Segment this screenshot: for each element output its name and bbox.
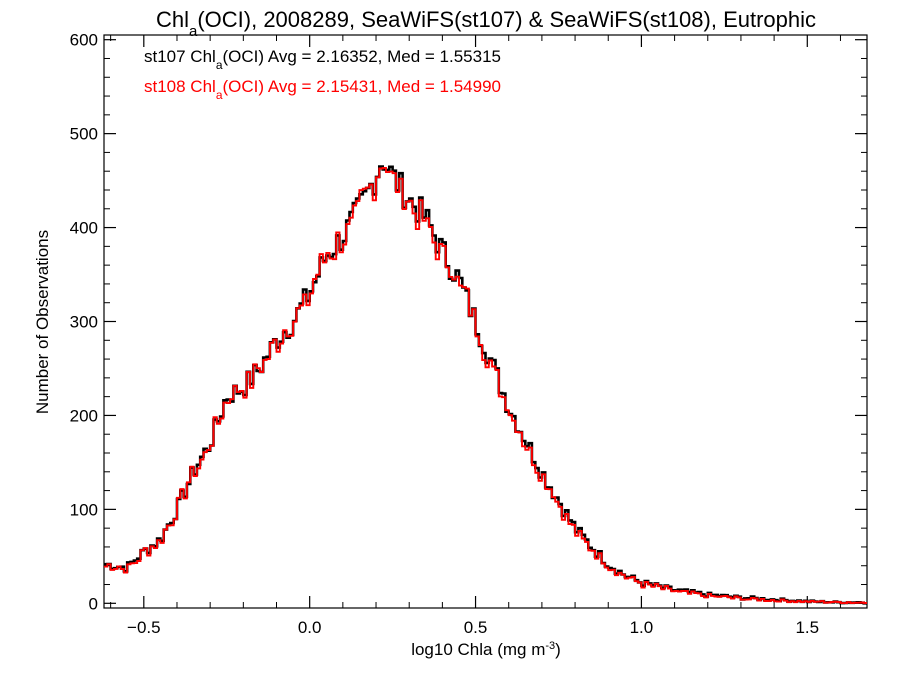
x-tick-label: 1.5 [795, 618, 819, 637]
x-tick-label: 0.5 [464, 618, 488, 637]
x-axis-label: log10 Chla (mg m-3) [411, 640, 561, 659]
legend-st107: st107 Chla(OCI) Avg = 2.16352, Med = 1.5… [144, 47, 501, 72]
y-tick-label: 300 [70, 313, 98, 332]
x-axis-label-pre: log10 Chla (mg m [411, 640, 545, 659]
series-st108-line [104, 166, 867, 605]
legend-st107-pre: st107 Chl [144, 47, 216, 66]
legend-st108-pre: st108 Chl [144, 77, 216, 96]
y-tick-label: 500 [70, 125, 98, 144]
x-axis-label-post: ) [555, 640, 561, 659]
chart-title-post: (OCI), 2008289, SeaWiFS(st107) & SeaWiFS… [197, 7, 816, 32]
y-axis-label: Number of Observations [33, 230, 52, 414]
plot-frame [103, 34, 868, 609]
legend-st108-sub: a [216, 88, 223, 102]
legend-st107-sub: a [216, 58, 223, 72]
y-tick-label: 100 [70, 500, 98, 519]
y-tick-label: 600 [70, 31, 98, 50]
y-axis: 0 100 200 300 400 500 600 [70, 31, 867, 613]
x-axis: −0.5 0.0 0.5 1.0 1.5 [110, 35, 841, 637]
legend-st107-post: (OCI) Avg = 2.16352, Med = 1.55315 [223, 47, 501, 66]
x-tick-label: 0.0 [298, 618, 322, 637]
chart-title-sub: a [189, 23, 198, 40]
chart-title: Chla(OCI), 2008289, SeaWiFS(st107) & Sea… [156, 7, 816, 40]
legend-st108-post: (OCI) Avg = 2.15431, Med = 1.54990 [223, 77, 501, 96]
y-tick-label: 0 [89, 594, 98, 613]
series-st107-line [104, 165, 867, 605]
series-layer [104, 165, 867, 605]
y-tick-label: 400 [70, 219, 98, 238]
legend-st108: st108 Chla(OCI) Avg = 2.15431, Med = 1.5… [144, 77, 501, 102]
chart-title-pre: Chl [156, 7, 189, 32]
x-axis-label-sup: -3 [545, 640, 555, 652]
x-tick-label: −0.5 [127, 618, 161, 637]
y-tick-label: 200 [70, 406, 98, 425]
x-tick-label: 1.0 [630, 618, 654, 637]
